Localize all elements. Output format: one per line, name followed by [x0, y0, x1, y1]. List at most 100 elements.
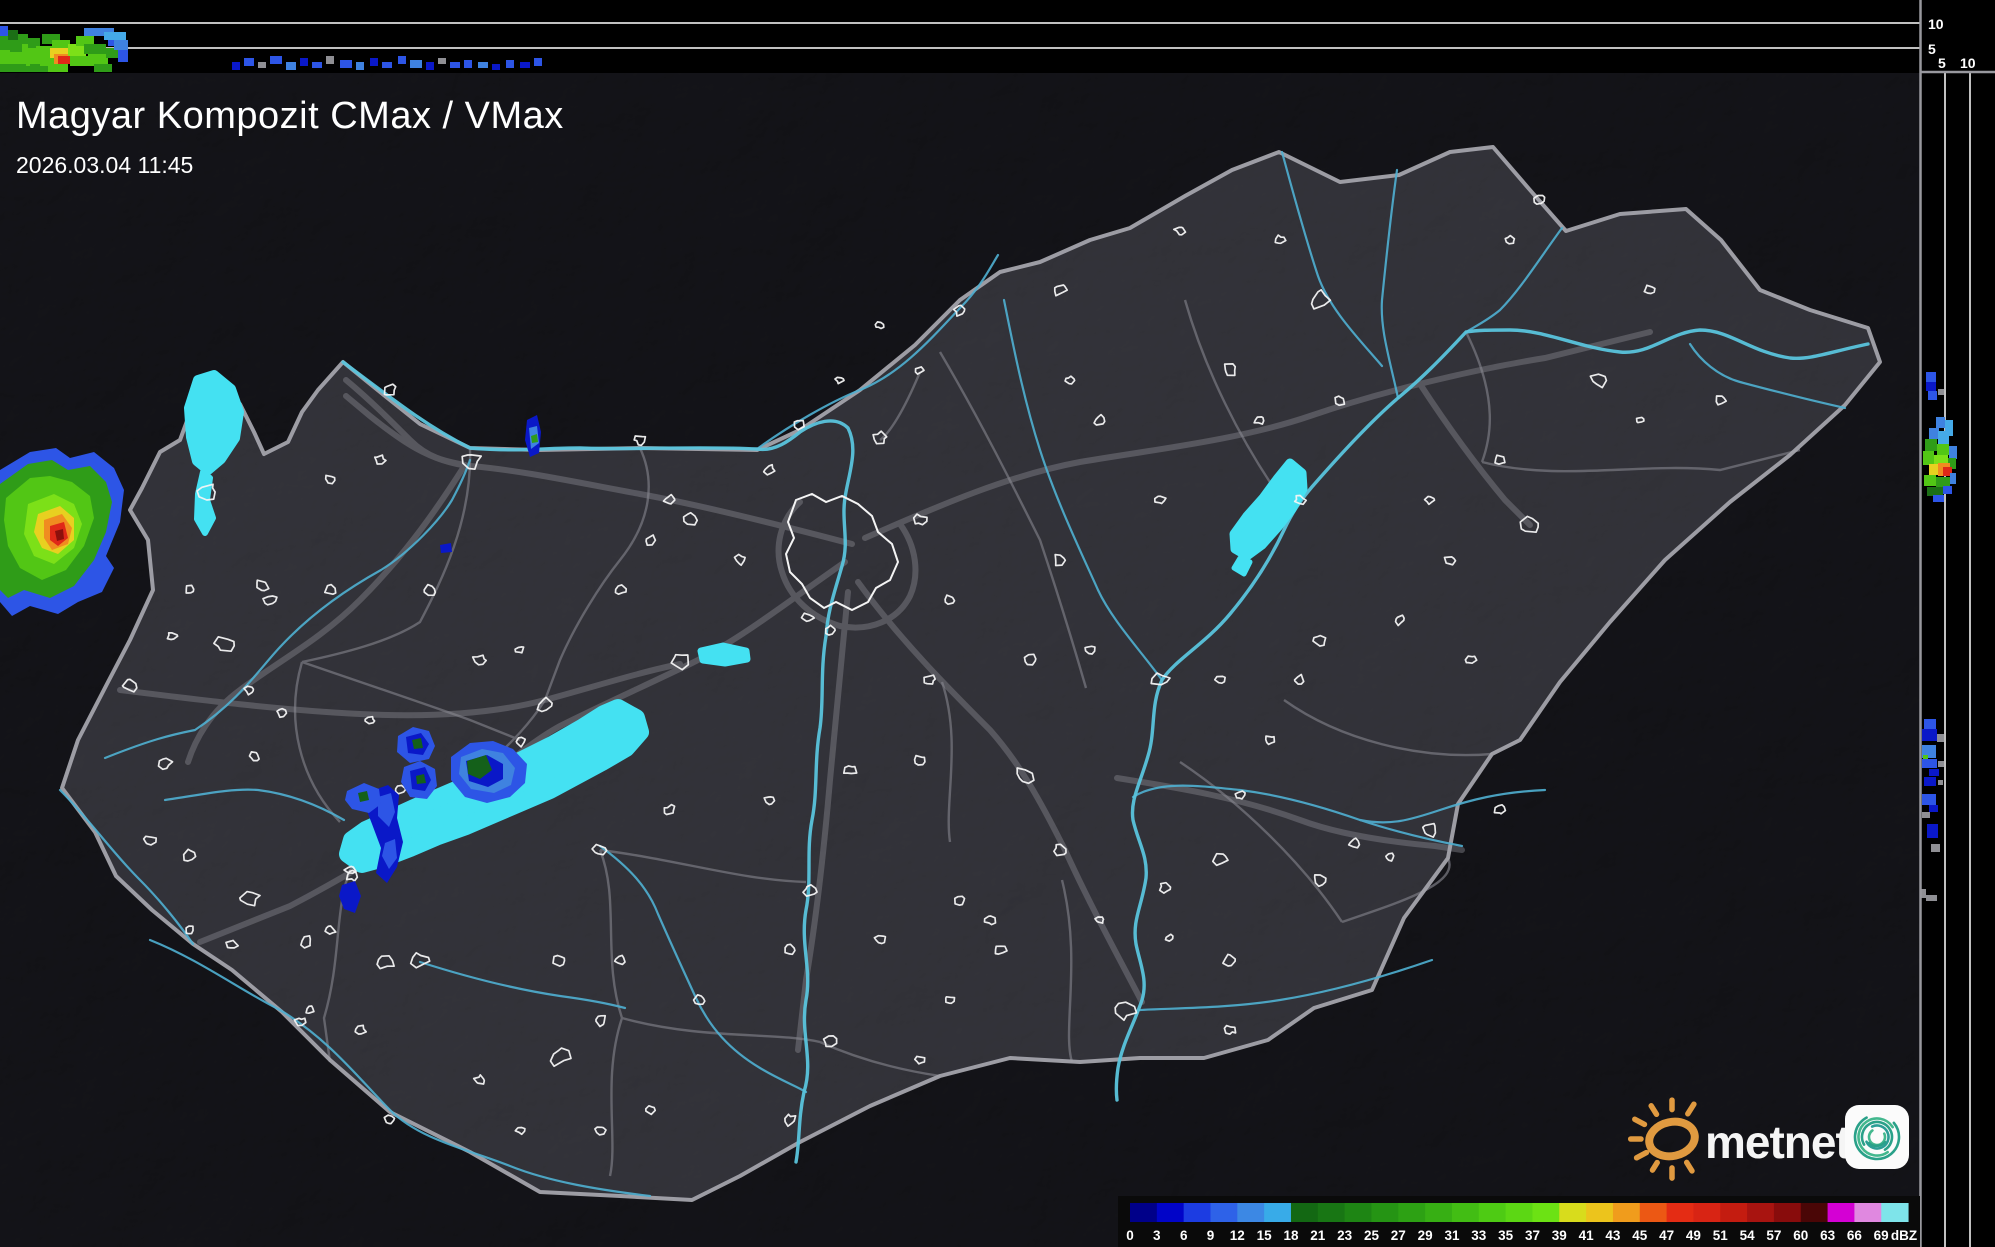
- cell-balaton-w: [345, 783, 381, 813]
- settlement-outline: [213, 635, 236, 653]
- road-nw: [343, 377, 468, 468]
- river-koros-2: [1358, 788, 1547, 824]
- top-scale-label-10: 10: [1928, 16, 1944, 32]
- colorbar-tick-label: 9: [1207, 1228, 1215, 1243]
- settlement-outline: [682, 511, 699, 526]
- settlement-outline: [944, 594, 956, 606]
- echo-pixel: [1937, 444, 1949, 455]
- sun-ray: [1633, 1149, 1650, 1161]
- settlement-outline: [762, 463, 776, 476]
- echo-pixel: [506, 60, 514, 68]
- echo-layer: [416, 774, 426, 784]
- rivers: [58, 150, 1870, 1198]
- echo-layer: [531, 434, 538, 443]
- settlement-outline: [1423, 495, 1436, 506]
- colorbar-cell: [1773, 1203, 1802, 1222]
- settlement-outline: [354, 1024, 368, 1035]
- echo-layer: [358, 791, 369, 802]
- echo-pixel: [410, 60, 422, 68]
- settlement-outline: [591, 843, 608, 856]
- cell-balaton-s: [339, 881, 361, 913]
- echo-pixel: [1926, 372, 1936, 382]
- settlement-outline: [784, 943, 796, 956]
- settlement-outline: [1519, 515, 1540, 534]
- settlement-outline: [923, 674, 937, 685]
- echo-pixel: [1923, 451, 1934, 465]
- sun-core: [1645, 1117, 1699, 1161]
- echo-layer: [55, 529, 64, 541]
- colorbar-cell: [1425, 1203, 1453, 1222]
- echo-pixel: [1922, 729, 1937, 741]
- sun-ray: [1648, 1103, 1660, 1118]
- colorbar-cell: [1317, 1203, 1346, 1222]
- settlement-outline: [1293, 673, 1305, 685]
- settlement-outline: [1054, 553, 1067, 567]
- echo-pixel: [1924, 719, 1936, 729]
- cell-dot: [440, 543, 452, 553]
- echo-pixel: [520, 62, 530, 68]
- settlement-outline: [256, 579, 270, 592]
- settlement-outline: [300, 934, 312, 949]
- settlement-outline: [514, 1126, 526, 1136]
- echo-pixel: [326, 56, 334, 64]
- echo-pixel: [492, 64, 500, 70]
- echo-pixel: [370, 58, 378, 66]
- colorbar-tick-label: 43: [1605, 1228, 1621, 1243]
- echo-pixel: [50, 48, 70, 58]
- road-m6: [795, 589, 851, 1053]
- top-strip-bg: [0, 0, 1920, 72]
- settlement-outline: [293, 1017, 307, 1027]
- lake-tisza: [1229, 458, 1308, 561]
- echo-pixel: [1933, 495, 1944, 502]
- echo-pixel: [1938, 761, 1944, 767]
- colorbar-tick-label: 60: [1793, 1228, 1808, 1243]
- colorbar-cell: [1344, 1203, 1372, 1222]
- colorbar-cell: [1478, 1203, 1507, 1222]
- echo-pixel: [0, 26, 8, 36]
- echo-pixel: [58, 56, 70, 64]
- sun-ray: [1632, 1116, 1648, 1128]
- colorbar-cell: [1451, 1203, 1480, 1222]
- road-m1: [343, 393, 855, 547]
- river-hernad: [1380, 168, 1400, 400]
- cell-balaton-3: [451, 741, 527, 803]
- colorbar-cell: [1559, 1203, 1587, 1222]
- echo-pixel: [26, 56, 42, 66]
- colorbar-cell: [1210, 1203, 1238, 1222]
- settlement-outline: [376, 954, 395, 970]
- settlement-outline: [243, 685, 255, 696]
- echo-pixel: [232, 62, 240, 70]
- settlement-outline: [383, 383, 397, 396]
- colorbar-cell: [1183, 1203, 1211, 1222]
- colorbar-cell: [1237, 1203, 1265, 1222]
- top-scale-label-5: 5: [1928, 41, 1936, 57]
- settlement-outline: [373, 454, 387, 465]
- settlement-outline: [613, 954, 626, 966]
- echo-pixel: [28, 38, 40, 48]
- river-koros: [1131, 784, 1464, 848]
- colorbar-tick-label: 18: [1283, 1228, 1299, 1243]
- settlement-outline: [1064, 375, 1076, 385]
- right-scale-label-10: 10: [1960, 55, 1976, 71]
- colorbar-tick-label: 39: [1552, 1228, 1567, 1243]
- echo-pixel: [464, 60, 472, 68]
- colorbar-tick-label: 29: [1418, 1228, 1433, 1243]
- settlement-outline: [793, 419, 805, 431]
- echo-pixel: [0, 64, 14, 72]
- echo-pixel: [356, 62, 364, 70]
- settlement-outline: [157, 757, 174, 771]
- settlement-outline: [1211, 852, 1229, 867]
- echo-pixel: [52, 40, 70, 48]
- settlement-outline: [912, 513, 928, 526]
- colorbar-cell: [1854, 1203, 1882, 1222]
- settlement-outline: [514, 646, 525, 654]
- settlement-outline: [913, 754, 926, 766]
- settlement-outline: [1150, 672, 1171, 686]
- echo-pixel: [478, 62, 488, 68]
- echo-pixel: [534, 58, 542, 66]
- road-m5: [855, 579, 1145, 1005]
- settlement-outline: [1253, 416, 1265, 425]
- colorbar-tick-label: 66: [1847, 1228, 1863, 1243]
- echo-pixel: [1922, 759, 1937, 768]
- settlement-outline: [461, 454, 483, 471]
